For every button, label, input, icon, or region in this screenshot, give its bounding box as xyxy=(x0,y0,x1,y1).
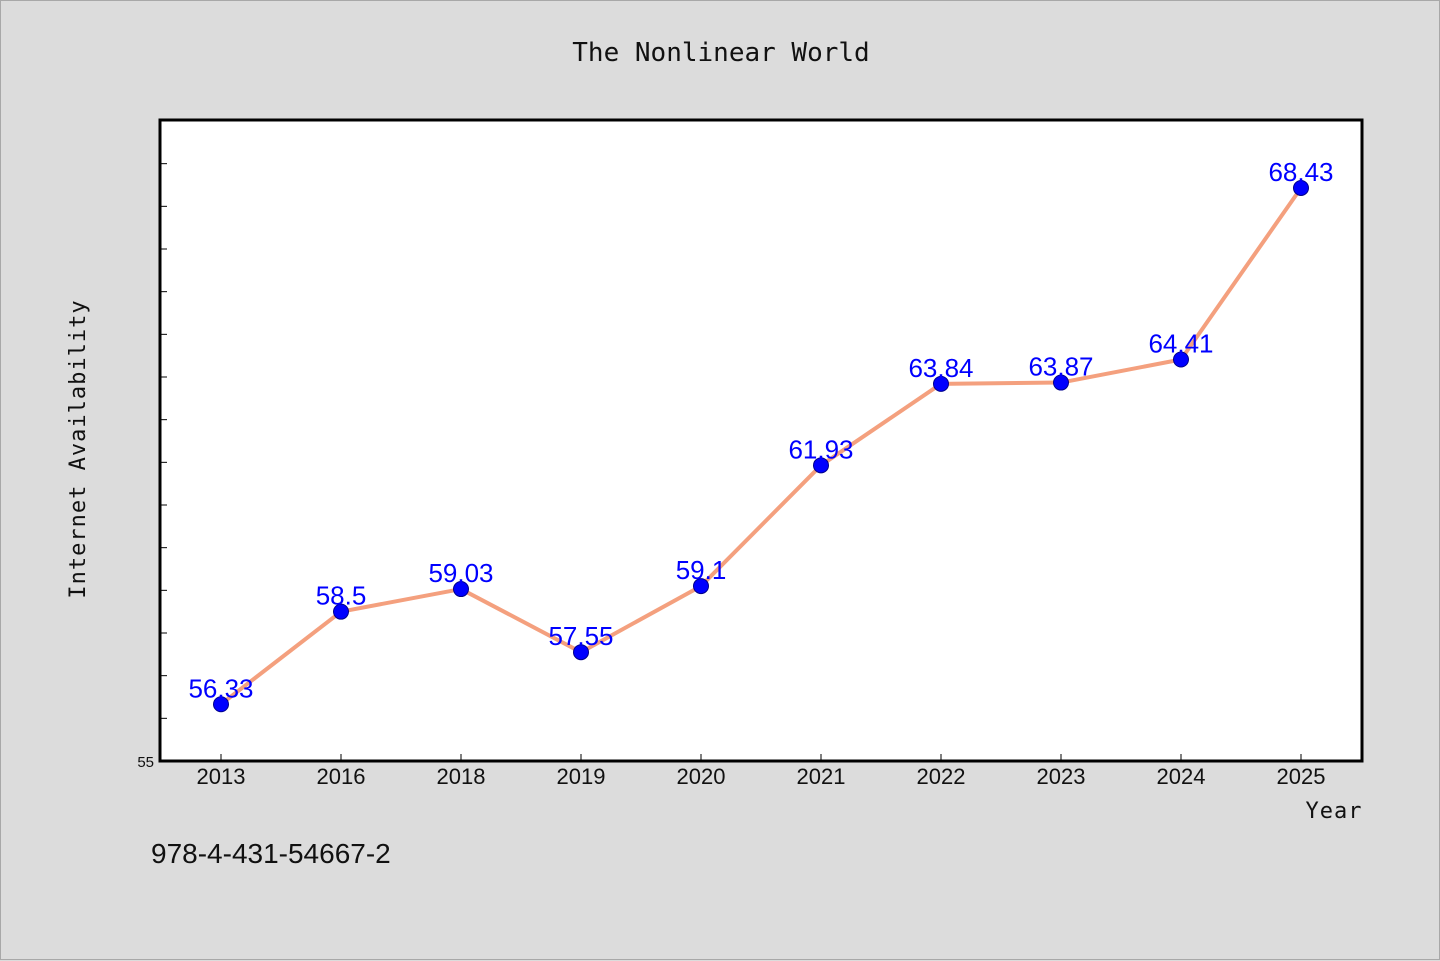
y-tick-label: 55 xyxy=(137,754,154,771)
series-line xyxy=(219,186,1303,706)
data-point-label: 63.87 xyxy=(1028,352,1093,382)
x-tick-label: 2019 xyxy=(557,764,606,789)
x-tick-label: 2025 xyxy=(1277,764,1326,789)
series-line-group xyxy=(219,186,1303,706)
data-point-marker xyxy=(933,375,949,392)
data-point-label: 56.33 xyxy=(188,673,253,703)
data-point-marker xyxy=(453,581,469,598)
data-labels-group: 56.33 58.5 59.03 57.55 59.1 61.93 63.84 63.87 64… xyxy=(188,157,1333,703)
data-point-label: 59.1 xyxy=(676,555,727,585)
data-point-label: 61.93 xyxy=(788,434,853,464)
chart-title: The Nonlinear World xyxy=(572,38,869,68)
markers-group xyxy=(213,179,1309,713)
x-tick-label: 2021 xyxy=(797,764,846,789)
data-point-marker xyxy=(813,457,829,474)
y-axis-label: Internet Availability xyxy=(66,299,91,598)
data-point-label: 63.84 xyxy=(908,353,973,383)
x-axis-label: Year xyxy=(1306,799,1363,824)
data-point-marker xyxy=(213,696,229,713)
data-point-label: 68.43 xyxy=(1268,157,1333,187)
data-point-label: 57.55 xyxy=(548,621,613,651)
x-tick-label: 2020 xyxy=(677,764,726,789)
x-tick-label: 2013 xyxy=(197,764,246,789)
data-point-marker xyxy=(1293,179,1309,196)
x-tick-label: 2018 xyxy=(437,764,486,789)
x-tick-label: 2023 xyxy=(1037,764,1086,789)
data-point-marker xyxy=(693,578,709,595)
data-point-label: 59.03 xyxy=(428,558,493,588)
plot-area xyxy=(158,118,1364,763)
x-tick-label: 2024 xyxy=(1157,764,1206,789)
data-point-marker xyxy=(1173,351,1189,368)
y-axis-ticks: 55 xyxy=(137,163,167,771)
isbn-footer: 978-4-431-54667-2 xyxy=(151,838,391,869)
x-tick-label: 2022 xyxy=(917,764,966,789)
x-tick-label: 2016 xyxy=(317,764,366,789)
data-point-marker xyxy=(573,644,589,661)
x-axis-ticks: 2013 2016 2018 2019 2020 2021 2022 2023 2024 2025 xyxy=(197,754,1326,789)
data-point-marker xyxy=(333,603,349,620)
data-point-label: 64.41 xyxy=(1148,329,1213,359)
data-point-marker xyxy=(1053,374,1069,391)
data-point-label: 58.5 xyxy=(316,581,367,611)
